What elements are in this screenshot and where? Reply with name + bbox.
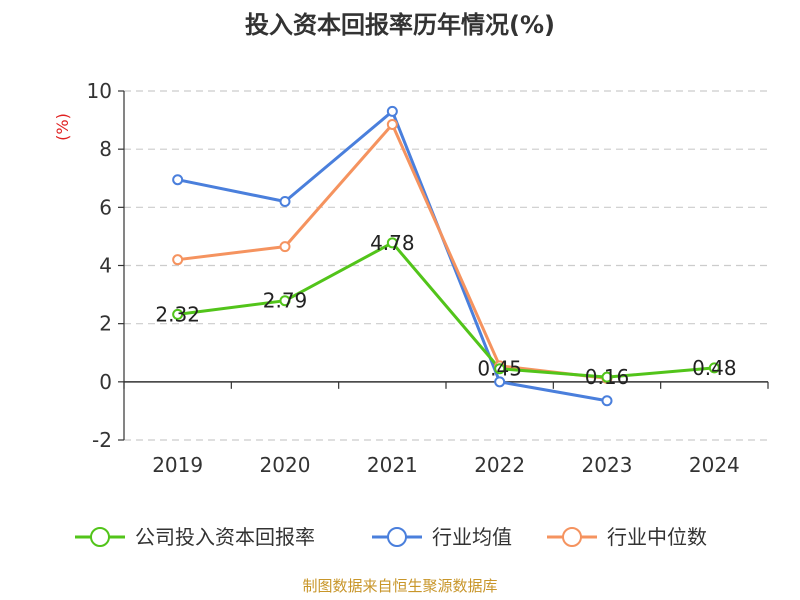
x-tick-label: 2023 [582,453,633,477]
data-label: 2.32 [155,302,200,326]
y-axis-unit: (%) [53,113,72,141]
legend: 公司投入资本回报率 行业均值 行业中位数 [75,525,707,549]
data-point [494,376,506,388]
y-tick-labels: -2 0 2 4 6 8 10 [87,79,112,452]
data-label: 0.48 [692,356,737,380]
y-tick-label: -2 [92,428,112,452]
data-point [279,196,291,208]
legend-label: 行业均值 [432,525,512,549]
series-group [172,105,720,407]
legend-label: 公司投入资本回报率 [135,525,315,549]
data-labels: 2.32 2.79 4.78 0.45 0.16 0.48 [155,231,736,389]
data-label: 0.16 [585,365,630,389]
data-point [494,363,506,375]
legend-label: 行业中位数 [607,525,707,549]
series-line [177,241,715,379]
data-point [386,237,398,249]
data-point [708,362,720,374]
legend-marker [387,527,407,547]
chart-title: 投入资本回报率历年情况(%) [245,11,555,39]
legend-marker [562,527,582,547]
y-tick-label: 8 [99,137,112,161]
y-tick-label: 0 [99,370,112,394]
axes [118,90,769,441]
data-point [601,395,613,407]
x-tick-label: 2022 [474,453,525,477]
y-tick-label: 6 [99,195,112,219]
x-tick-label: 2019 [152,453,203,477]
data-point [601,371,613,383]
data-point [279,295,291,307]
data-point [172,174,184,186]
y-tick-label: 2 [99,312,112,336]
x-tick-label: 2024 [689,453,740,477]
data-label: 4.78 [370,231,415,255]
y-tick-label: 4 [99,254,112,278]
data-point [386,118,398,130]
data-point [172,254,184,266]
data-point [172,308,184,320]
data-point [279,241,291,253]
data-label: 0.45 [477,357,522,381]
y-tick-label: 10 [87,79,112,103]
legend-marker [90,527,110,547]
x-tick-label: 2021 [367,453,418,477]
x-tick-label: 2020 [260,453,311,477]
data-source: 制图数据来自恒生聚源数据库 [302,577,497,595]
series-line [177,109,608,403]
data-label: 2.79 [263,289,308,313]
x-tick-labels: 2019 2020 2021 2022 2023 2024 [152,453,740,477]
data-point [386,105,398,117]
